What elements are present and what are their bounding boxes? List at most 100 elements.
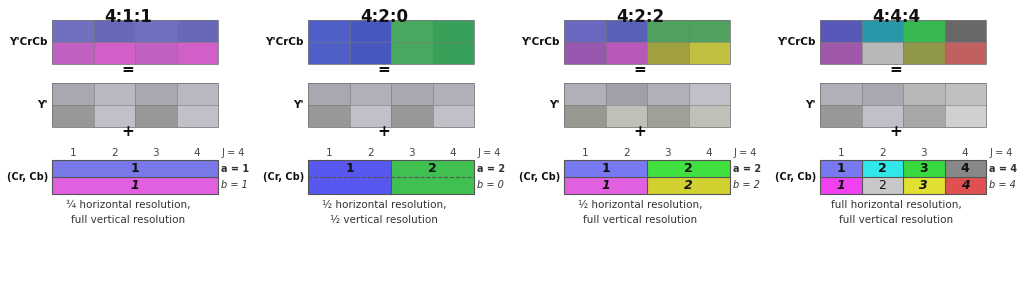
Text: 3: 3: [153, 148, 159, 158]
Text: (Cr, Cb): (Cr, Cb): [519, 172, 560, 182]
Bar: [391, 105, 432, 127]
Text: a = 2: a = 2: [477, 164, 505, 174]
Bar: [308, 42, 349, 64]
Text: 2: 2: [684, 162, 693, 175]
Text: 2: 2: [878, 162, 887, 175]
Bar: [52, 83, 218, 127]
Text: ¼ horizontal resolution,
full vertical resolution: ¼ horizontal resolution, full vertical r…: [66, 200, 190, 225]
Text: Y'CrCb: Y'CrCb: [521, 37, 560, 47]
Text: 3: 3: [920, 162, 928, 175]
Bar: [52, 105, 93, 127]
Bar: [349, 83, 391, 105]
Text: +: +: [890, 125, 902, 139]
Bar: [564, 160, 730, 194]
Text: J = 4: J = 4: [221, 148, 245, 158]
Bar: [93, 83, 135, 105]
Text: Y'CrCb: Y'CrCb: [777, 37, 816, 47]
Text: Y': Y': [549, 100, 560, 110]
Bar: [308, 160, 474, 194]
Text: full horizontal resolution,
full vertical resolution: full horizontal resolution, full vertica…: [830, 200, 962, 225]
Bar: [647, 160, 730, 177]
Text: 2: 2: [879, 148, 886, 158]
Bar: [688, 105, 730, 127]
Text: +: +: [378, 125, 390, 139]
Bar: [432, 42, 474, 64]
Text: 1: 1: [582, 148, 588, 158]
Bar: [135, 20, 176, 42]
Text: 4:2:0: 4:2:0: [360, 8, 408, 26]
Bar: [52, 177, 218, 194]
Bar: [52, 160, 218, 177]
Bar: [432, 83, 474, 105]
Text: 4:1:1: 4:1:1: [104, 8, 152, 26]
Bar: [391, 83, 432, 105]
Bar: [903, 83, 944, 105]
Bar: [647, 83, 688, 105]
Text: 2: 2: [428, 162, 437, 175]
Bar: [605, 42, 647, 64]
Text: J = 4: J = 4: [477, 148, 501, 158]
Text: 1: 1: [345, 162, 354, 175]
Bar: [647, 42, 688, 64]
Bar: [308, 83, 474, 127]
Bar: [903, 20, 944, 42]
Bar: [944, 42, 986, 64]
Bar: [944, 20, 986, 42]
Text: 2: 2: [684, 179, 693, 192]
Text: 2: 2: [879, 179, 886, 192]
Bar: [308, 83, 349, 105]
Text: 1: 1: [326, 148, 332, 158]
Bar: [820, 20, 986, 64]
Text: 4: 4: [706, 148, 713, 158]
Text: 4: 4: [961, 179, 970, 192]
Bar: [176, 105, 218, 127]
Bar: [176, 83, 218, 105]
Text: 4:4:4: 4:4:4: [872, 8, 920, 26]
Text: (Cr, Cb): (Cr, Cb): [7, 172, 48, 182]
Text: b = 0: b = 0: [477, 181, 504, 191]
Text: 2: 2: [623, 148, 630, 158]
Text: =: =: [378, 61, 390, 77]
Bar: [647, 105, 688, 127]
Bar: [944, 83, 986, 105]
Text: ½ horizontal resolution,
½ vertical resolution: ½ horizontal resolution, ½ vertical reso…: [322, 200, 446, 225]
Bar: [861, 177, 903, 194]
Bar: [820, 20, 861, 42]
Bar: [647, 20, 688, 42]
Bar: [944, 160, 986, 177]
Text: 3: 3: [921, 148, 927, 158]
Bar: [135, 42, 176, 64]
Bar: [688, 83, 730, 105]
Bar: [564, 83, 605, 105]
Text: Y': Y': [805, 100, 816, 110]
Text: 1: 1: [601, 162, 610, 175]
Bar: [944, 177, 986, 194]
Bar: [903, 177, 944, 194]
Bar: [349, 20, 391, 42]
Bar: [93, 42, 135, 64]
Bar: [52, 20, 93, 42]
Text: 1: 1: [601, 179, 610, 192]
Bar: [861, 42, 903, 64]
Bar: [903, 42, 944, 64]
Bar: [647, 177, 730, 194]
Bar: [308, 20, 349, 42]
Bar: [820, 42, 861, 64]
Text: 4: 4: [194, 148, 201, 158]
Bar: [564, 20, 605, 42]
Text: ½ horizontal resolution,
full vertical resolution: ½ horizontal resolution, full vertical r…: [578, 200, 702, 225]
Bar: [688, 42, 730, 64]
Bar: [93, 20, 135, 42]
Text: +: +: [634, 125, 646, 139]
Bar: [93, 105, 135, 127]
Text: a = 4: a = 4: [989, 164, 1017, 174]
Text: 4: 4: [450, 148, 457, 158]
Bar: [820, 83, 861, 105]
Bar: [135, 83, 176, 105]
Text: 1: 1: [837, 162, 845, 175]
Bar: [391, 160, 474, 177]
Text: 3: 3: [920, 179, 928, 192]
Bar: [349, 42, 391, 64]
Bar: [52, 160, 218, 194]
Bar: [564, 160, 647, 177]
